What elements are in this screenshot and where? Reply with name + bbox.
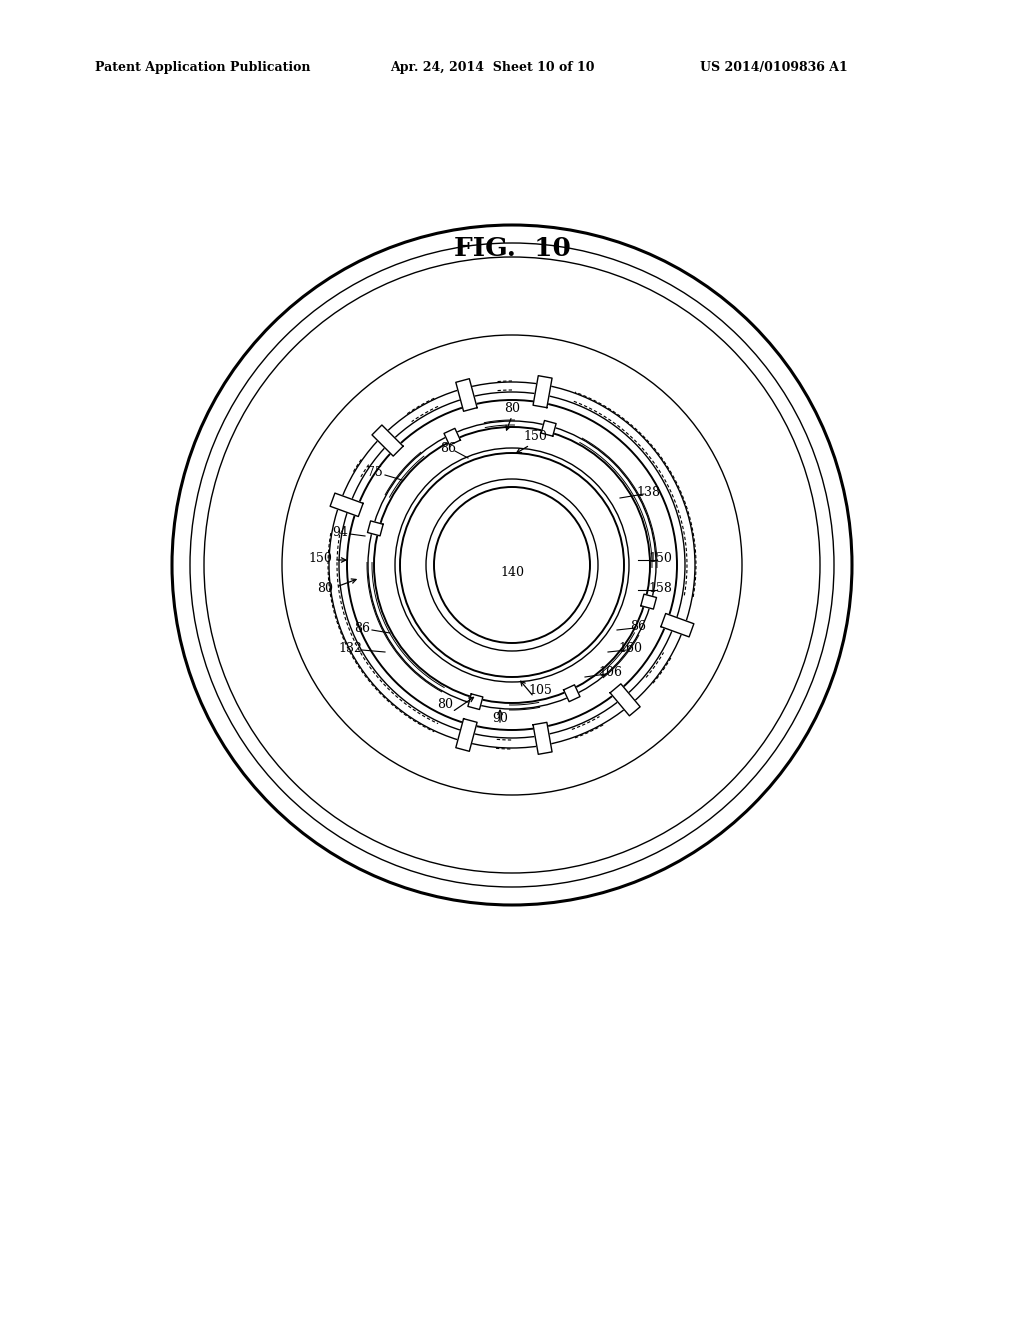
Text: 150: 150: [648, 552, 672, 565]
Text: 150: 150: [523, 430, 547, 444]
Polygon shape: [456, 379, 477, 412]
Polygon shape: [468, 694, 483, 710]
Text: 106: 106: [598, 665, 622, 678]
Text: 86: 86: [630, 619, 646, 632]
Text: US 2014/0109836 A1: US 2014/0109836 A1: [700, 62, 848, 74]
Text: 80: 80: [317, 582, 333, 594]
Text: 140: 140: [500, 565, 524, 578]
Text: 86: 86: [354, 622, 370, 635]
Polygon shape: [372, 425, 403, 457]
Text: Apr. 24, 2014  Sheet 10 of 10: Apr. 24, 2014 Sheet 10 of 10: [390, 62, 595, 74]
Text: 105: 105: [528, 684, 552, 697]
Polygon shape: [541, 421, 556, 436]
Text: 160: 160: [618, 642, 642, 655]
Polygon shape: [444, 428, 461, 445]
Polygon shape: [534, 376, 552, 408]
Text: 80: 80: [437, 698, 453, 711]
Text: FIG.  10: FIG. 10: [454, 235, 570, 260]
Polygon shape: [534, 722, 552, 754]
Text: 150: 150: [308, 552, 332, 565]
Text: 80: 80: [504, 401, 520, 414]
Polygon shape: [660, 614, 694, 638]
Polygon shape: [563, 685, 580, 702]
Polygon shape: [610, 684, 640, 715]
Text: 90: 90: [493, 711, 508, 725]
Text: Patent Application Publication: Patent Application Publication: [95, 62, 310, 74]
Text: 86: 86: [440, 441, 456, 454]
Polygon shape: [368, 521, 383, 536]
Text: 132: 132: [338, 642, 361, 655]
Text: 75: 75: [368, 466, 383, 479]
Text: 158: 158: [648, 582, 672, 594]
Text: 138: 138: [636, 486, 660, 499]
Polygon shape: [641, 594, 656, 609]
Polygon shape: [456, 718, 477, 751]
Text: 94: 94: [332, 525, 348, 539]
Polygon shape: [330, 494, 364, 516]
